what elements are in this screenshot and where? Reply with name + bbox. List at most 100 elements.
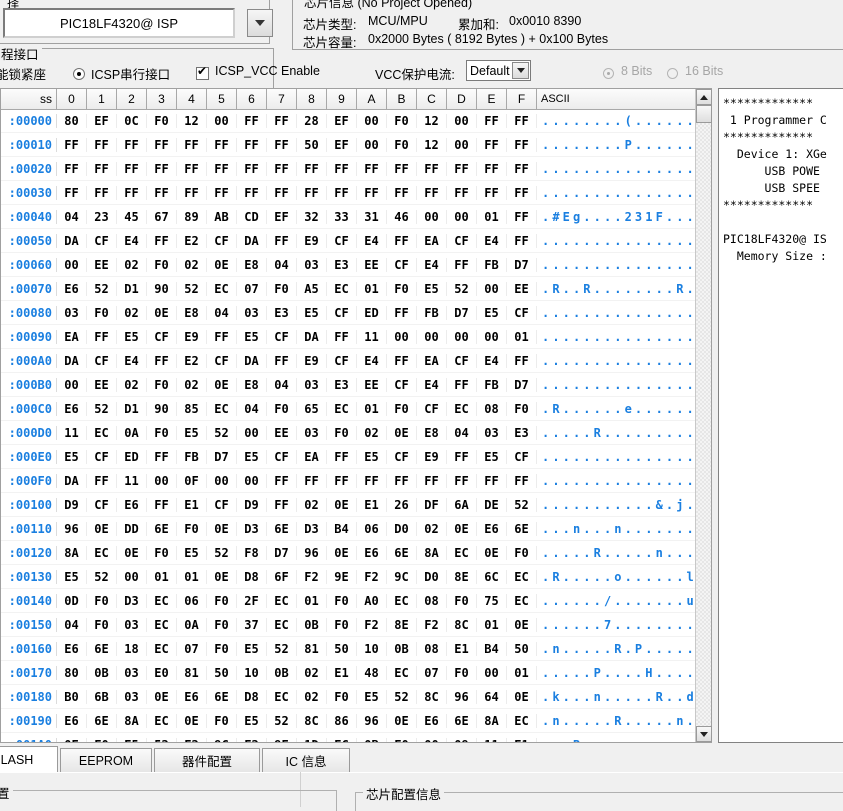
hex-byte-cell[interactable]: F0 [387, 737, 417, 742]
hex-byte-cell[interactable]: E0 [147, 665, 177, 680]
hex-byte-cell[interactable]: 00 [237, 473, 267, 488]
hex-byte-cell[interactable]: CF [267, 449, 297, 464]
tab-ic-info[interactable]: IC 信息 [262, 748, 350, 772]
hex-byte-cell[interactable]: 0B [297, 617, 327, 632]
log-output-panel[interactable]: ************* 1 Programmer C ***********… [718, 88, 843, 743]
hex-byte-cell[interactable]: ED [357, 305, 387, 320]
hex-byte-cell[interactable]: 00 [447, 137, 477, 152]
tab-eeprom[interactable]: EEPROM [60, 748, 152, 772]
hex-editor-scrollbar[interactable] [695, 89, 712, 742]
hex-byte-cell[interactable]: E6 [117, 497, 147, 512]
hex-byte-cell[interactable]: E3 [327, 377, 357, 392]
hex-byte-cell[interactable]: EC [327, 281, 357, 296]
hex-byte-cell[interactable]: 0B [357, 737, 387, 742]
hex-byte-cell[interactable]: 75 [477, 593, 507, 608]
hex-byte-cell[interactable]: 06 [357, 521, 387, 536]
hex-byte-cell[interactable]: E5 [237, 641, 267, 656]
hex-byte-cell[interactable]: 0A [177, 617, 207, 632]
hex-byte-cell[interactable]: DD [117, 521, 147, 536]
hex-byte-cell[interactable]: 00 [447, 209, 477, 224]
hex-byte-cell[interactable]: F0 [327, 593, 357, 608]
hex-row[interactable]: 000B0: 00 EE 02 F0 02 0E E8 04 03 E3 EE CF E4 FF FB D7..… [1, 373, 711, 397]
hex-byte-cell[interactable]: B4 [327, 521, 357, 536]
hex-byte-cell[interactable]: 33 [327, 209, 357, 224]
hex-byte-cell[interactable]: E4 [417, 377, 447, 392]
hex-byte-cell[interactable]: CF [147, 329, 177, 344]
hex-byte-cell[interactable]: 89 [177, 209, 207, 224]
hex-byte-cell[interactable]: 52 [267, 713, 297, 728]
hex-byte-cell[interactable]: 10 [237, 665, 267, 680]
hex-byte-cell[interactable]: FF [147, 353, 177, 368]
hex-byte-cell[interactable]: E5 [57, 449, 87, 464]
hex-byte-cell[interactable]: F0 [267, 281, 297, 296]
hex-byte-cell[interactable]: 96 [57, 521, 87, 536]
hex-byte-cell[interactable]: 11 [357, 329, 387, 344]
hex-byte-cell[interactable]: FF [447, 185, 477, 200]
hex-byte-cell[interactable]: FF [237, 185, 267, 200]
hex-byte-cell[interactable]: 12 [417, 113, 447, 128]
hex-byte-cell[interactable]: E8 [237, 257, 267, 272]
hex-byte-cell[interactable]: FF [207, 185, 237, 200]
hex-byte-cell[interactable]: 0E [207, 377, 237, 392]
hex-byte-cell[interactable]: 0E [507, 617, 537, 632]
hex-byte-cell[interactable]: CF [417, 401, 447, 416]
hex-byte-cell[interactable]: DF [417, 497, 447, 512]
hex-byte-cell[interactable]: FF [237, 137, 267, 152]
hex-row[interactable]: 00050: DA CF E4 FF E2 CF DA FF E9 CF E4 FF EA CF E4 FF..… [1, 229, 711, 253]
hex-byte-cell[interactable]: 23 [87, 209, 117, 224]
hex-byte-cell[interactable]: 00 [387, 329, 417, 344]
hex-byte-cell[interactable]: EA [57, 329, 87, 344]
vcc-protect-current-select[interactable]: Default [466, 60, 531, 81]
hex-byte-cell[interactable]: EC [387, 593, 417, 608]
hex-row[interactable]: 00130: E5 52 00 01 01 0E D8 6F F2 9E F2 9C D0 8E 6C EC .R… [1, 565, 711, 589]
hex-byte-cell[interactable]: E2 [177, 233, 207, 248]
hex-byte-cell[interactable]: FF [507, 353, 537, 368]
hex-byte-cell[interactable]: F0 [327, 425, 357, 440]
hex-byte-cell[interactable]: FF [387, 233, 417, 248]
hex-byte-cell[interactable]: 04 [447, 425, 477, 440]
hex-byte-cell[interactable]: 9C [387, 569, 417, 584]
hex-editor[interactable]: ss 0 1 2 3 4 5 6 7 8 9 A B C D E F ASCII… [0, 88, 712, 743]
hex-byte-cell[interactable]: CF [447, 353, 477, 368]
hex-byte-cell[interactable]: EC [447, 401, 477, 416]
hex-byte-cell[interactable]: 01 [507, 329, 537, 344]
hex-byte-cell[interactable]: FF [507, 233, 537, 248]
hex-byte-cell[interactable]: 86 [327, 713, 357, 728]
hex-byte-cell[interactable]: 0E [507, 689, 537, 704]
hex-byte-cell[interactable]: FF [387, 305, 417, 320]
hex-byte-cell[interactable]: D8 [237, 689, 267, 704]
hex-byte-cell[interactable]: FF [87, 137, 117, 152]
hex-byte-cell[interactable]: EF [87, 113, 117, 128]
hex-byte-cell[interactable]: E4 [117, 353, 147, 368]
hex-byte-cell[interactable]: F0 [147, 545, 177, 560]
hex-byte-cell[interactable]: 81 [297, 641, 327, 656]
hex-byte-cell[interactable]: CF [207, 353, 237, 368]
hex-byte-cell[interactable]: FF [507, 209, 537, 224]
hex-byte-cell[interactable]: F0 [177, 521, 207, 536]
hex-editor-body[interactable]: 00000: 80 EF 0C F0 12 00 FF FF 28 EF 00 F0 12 00 FF FF..… [1, 109, 711, 742]
hex-byte-cell[interactable]: CF [207, 233, 237, 248]
icsp-serial-radio[interactable] [73, 68, 85, 80]
hex-byte-cell[interactable]: EC [267, 593, 297, 608]
hex-byte-cell[interactable]: 00 [477, 281, 507, 296]
hex-byte-cell[interactable]: CF [87, 497, 117, 512]
hex-byte-cell[interactable]: 1D [297, 737, 327, 742]
hex-byte-cell[interactable]: 52 [267, 641, 297, 656]
hex-byte-cell[interactable]: 0E [87, 521, 117, 536]
hex-byte-cell[interactable]: 52 [177, 281, 207, 296]
device-select-combo[interactable]: PIC18LF4320@ ISP [3, 8, 235, 38]
hex-row[interactable]: 00190: E6 6E 8A EC 0E F0 E5 52 8C 86 96 0E E6 6E 8A EC .n… [1, 709, 711, 733]
hex-byte-cell[interactable]: FF [267, 185, 297, 200]
hex-byte-cell[interactable]: 6E [207, 689, 237, 704]
hex-row[interactable]: 00160: E6 6E 18 EC 07 F0 E5 52 81 50 10 0B 08 E1 B4 50 .n… [1, 637, 711, 661]
hex-byte-cell[interactable]: CF [327, 305, 357, 320]
hex-byte-cell[interactable]: CD [237, 209, 267, 224]
hex-byte-cell[interactable]: E1 [507, 737, 537, 742]
hex-byte-cell[interactable]: F0 [87, 305, 117, 320]
hex-byte-cell[interactable]: FF [117, 137, 147, 152]
hex-row[interactable]: 000F0: DA FF 11 00 0F 00 00 FF FF FF FF FF FF FF FF FF..… [1, 469, 711, 493]
hex-byte-cell[interactable]: 6E [507, 521, 537, 536]
hex-byte-cell[interactable]: 0E [327, 497, 357, 512]
hex-byte-cell[interactable]: 02 [117, 257, 147, 272]
hex-byte-cell[interactable]: 52 [147, 737, 177, 742]
